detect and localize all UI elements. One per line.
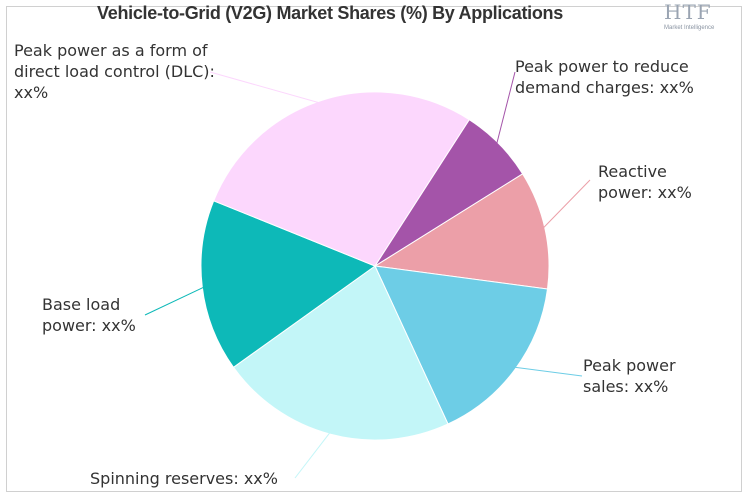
htf-logo: HTF Market Intelligence: [660, 0, 728, 36]
pie-slice-spinning-reserves: [232, 265, 449, 441]
slice-label-base-load-power: Base load power: xx%: [42, 295, 136, 335]
slice-label-spinning-reserves: Spinning reserves: xx%: [90, 469, 278, 488]
pie-slice-reactive-power: [373, 173, 550, 290]
logo-text: HTF: [664, 0, 712, 24]
slice-label-reactive-power: Reactive power: xx%: [598, 162, 692, 202]
leader-line-reactive-power: [540, 179, 591, 231]
pie-slice-peak-power-sales: [374, 265, 549, 425]
pie-slice-peak-power-dlc: [213, 91, 470, 267]
chart-title: Vehicle-to-Grid (V2G) Market Shares (%) …: [97, 3, 563, 23]
chart-frame: [6, 6, 742, 492]
logo-subtext: Market Intelligence: [664, 25, 715, 31]
pie-slice-peak-power-demand-charges: [374, 119, 524, 267]
leader-line-peak-power-sales: [511, 366, 583, 377]
leader-line-base-load-power: [144, 285, 207, 316]
slice-label-peak-power-sales: Peak power sales: xx%: [583, 356, 676, 396]
slice-label-peak-power-demand-charges: Peak power to reduce demand charges: xx%: [515, 57, 694, 97]
slice-label-peak-power-dlc: Peak power as a form of direct load contr…: [14, 41, 215, 102]
leader-line-peak-power-dlc: [209, 71, 324, 105]
pie-slice-base-load-power: [200, 200, 377, 368]
leader-line-spinning-reserves: [294, 430, 332, 479]
leader-line-peak-power-demand-charges: [495, 71, 516, 147]
